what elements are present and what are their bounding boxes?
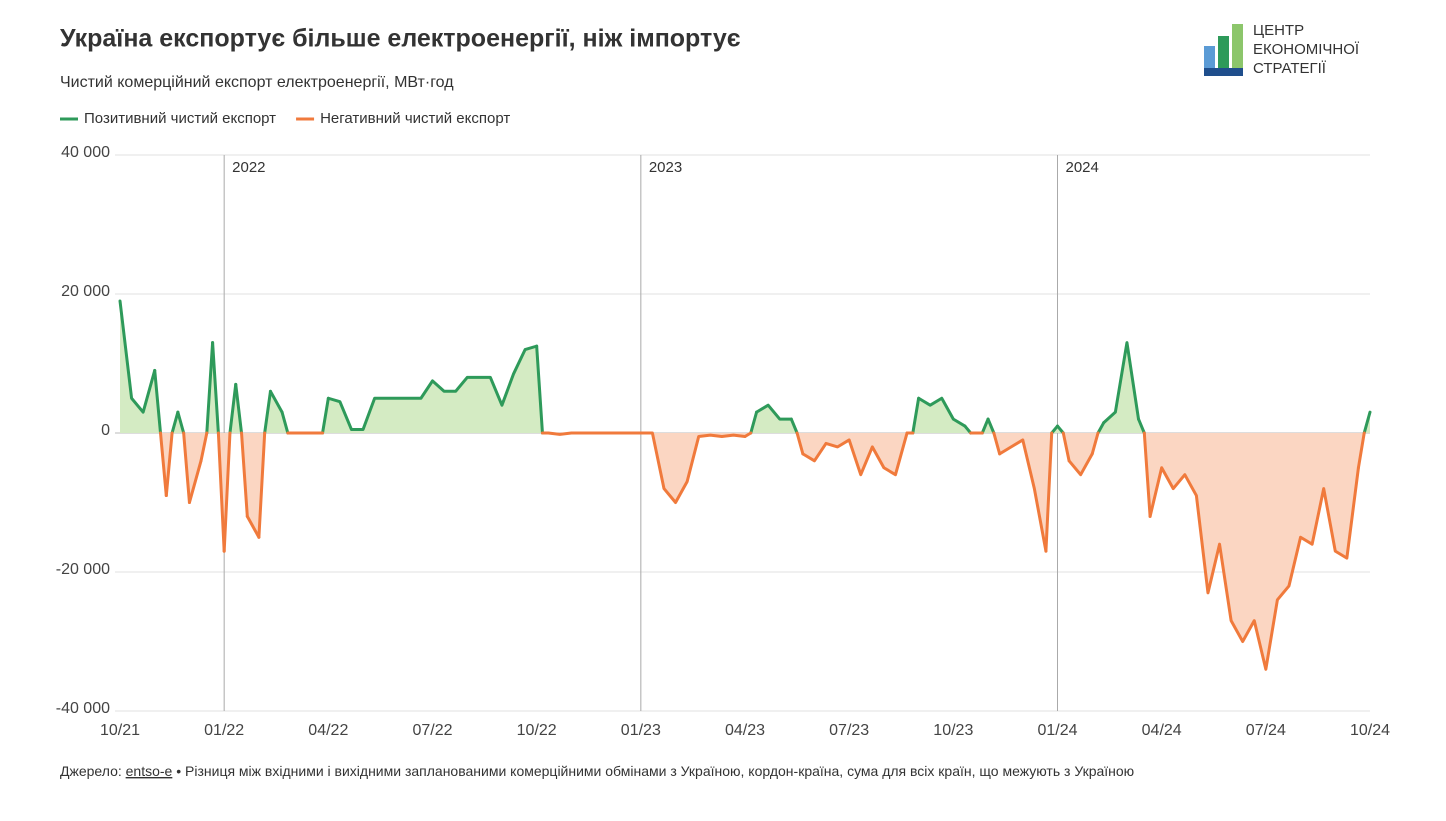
zero-connector [980,417,990,435]
x-tick-label: 07/22 [412,722,452,739]
zero-connector [963,424,973,435]
area-fill [912,398,971,433]
x-tick-label: 07/24 [1246,722,1286,739]
area-fill [1098,342,1145,433]
x-tick-label: 01/24 [1037,722,1077,739]
footer-note: • Різниця між вхідними і вихідними запла… [176,763,1134,779]
x-tick-label: 10/23 [933,722,973,739]
year-label: 2022 [232,159,265,176]
series-line [1102,341,1141,425]
zero-connector [1362,410,1372,435]
series-line [118,299,157,414]
zero-connector [795,431,805,456]
zero-connector [1137,417,1146,435]
chart-title: Україна експортує більше електроенергії,… [60,25,741,53]
year-label: 2023 [649,159,682,176]
zero-connector [205,341,215,435]
zero-connector [1090,431,1100,456]
x-tick-label: 01/23 [621,722,661,739]
area-fill [322,346,543,433]
source-link[interactable]: entso-e [126,763,173,779]
zero-connector [1056,424,1065,435]
zero-connector [211,341,220,435]
zero-connector [749,410,759,435]
zero-connector [199,431,209,463]
area-fill [1063,433,1099,475]
zero-connector [153,368,163,435]
x-tick-label: 04/24 [1142,722,1182,739]
y-tick-label: 0 [101,422,110,439]
series-line [268,389,284,414]
zero-connector [240,431,249,518]
series-line [998,438,1048,553]
logo-base [1204,68,1243,76]
logo-bar [1232,24,1243,68]
x-tick-label: 07/23 [829,722,869,739]
series-line [917,396,967,428]
area-fill [1144,433,1365,670]
zero-connector [321,396,330,435]
zero-connector [986,417,996,435]
zero-connector [170,410,180,435]
series-line [546,431,747,504]
zero-connector [182,431,191,504]
y-tick-label: 20 000 [61,283,110,300]
series-line [1148,466,1360,671]
zero-connector [234,382,244,435]
zero-connector [1356,431,1366,470]
series-line [755,403,793,421]
zero-connector [263,389,272,435]
x-tick-label: 04/22 [308,722,348,739]
zero-connector [911,396,921,435]
legend-label: Позитивний чистий експорт [84,110,276,127]
area-fill [120,300,161,433]
y-tick-label: 40 000 [61,144,110,161]
zero-connector [222,431,232,553]
series-line [1067,452,1094,477]
y-tick-label: -20 000 [56,561,110,578]
logo-text: ЕКОНОМІЧНОЇ [1253,41,1360,58]
zero-connector [1061,431,1071,463]
zero-connector [535,344,544,435]
y-tick-label: -40 000 [56,700,110,717]
chart-subtitle: Чистий комерційний експорт електроенергі… [60,74,454,91]
series-line [187,459,203,504]
year-label: 2024 [1066,159,1099,176]
zero-connector [1096,421,1106,435]
zero-connector [176,410,186,435]
zero-connector [280,410,290,435]
area-fill [750,405,798,433]
area-fill [993,433,1052,552]
area-fill [542,433,751,503]
legend-label: Негативний чистий експорт [320,110,510,127]
zero-connector [216,431,226,553]
logo-text: СТРАТЕГІЇ [1253,60,1327,77]
logo-bar [1204,46,1215,68]
series-line [245,514,261,539]
logo-text: ЦЕНТР [1253,22,1304,39]
zero-connector [159,431,168,498]
x-tick-label: 01/22 [204,722,244,739]
x-tick-label: 10/22 [517,722,557,739]
logo-bar [1218,36,1229,68]
series-line [326,344,539,432]
zero-connector [992,431,1002,456]
zero-connector [164,431,174,498]
x-tick-label: 10/21 [100,722,140,739]
lines [118,299,1372,671]
zero-connector [1044,431,1054,553]
x-tick-label: 04/23 [725,722,765,739]
zero-connector [257,431,267,539]
zero-connector [789,417,799,435]
source-label: Джерело: [60,763,122,779]
footer: Джерело: entso-e • Різниця між вхідними … [60,763,1134,779]
zero-connector [1142,431,1152,518]
zero-connector [228,382,238,435]
areas [120,300,1370,670]
logo: ЦЕНТР ЕКОНОМІЧНОЇ СТРАТЕГІЇ [1204,22,1360,77]
x-tick-label: 10/24 [1350,722,1390,739]
series-line [801,431,909,477]
